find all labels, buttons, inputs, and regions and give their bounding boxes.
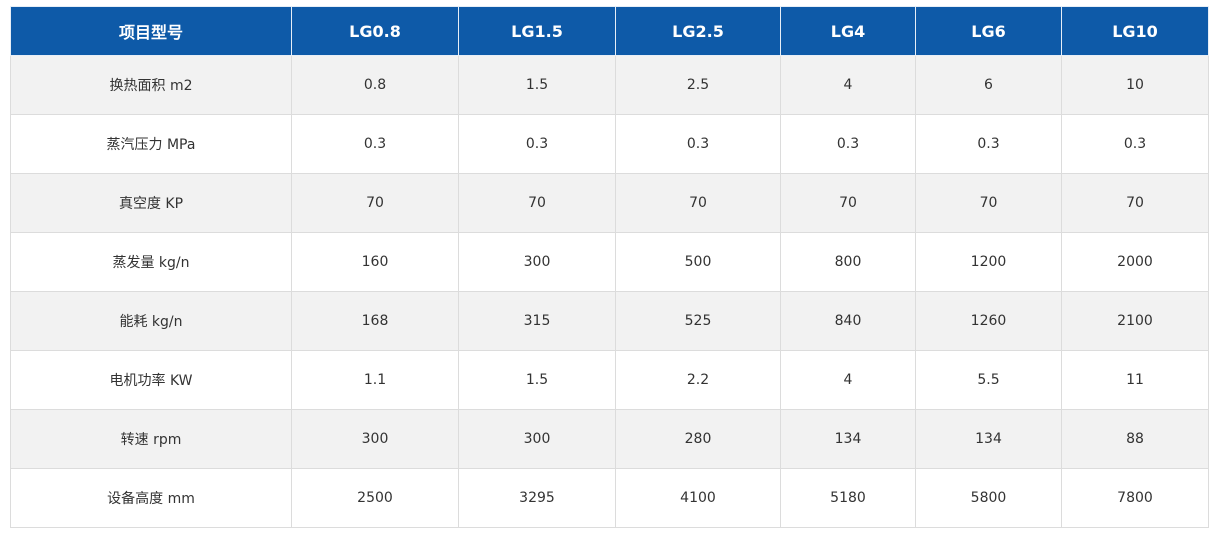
table-cell: 70 [458, 173, 616, 233]
table-cell: 134 [780, 409, 916, 469]
table-cell: 4 [780, 350, 916, 410]
table-cell: 1.5 [458, 350, 616, 410]
table-cell: 5180 [780, 468, 916, 528]
row-label: 蒸汽压力 MPa [10, 114, 292, 174]
table-row: 蒸汽压力 MPa 0.3 0.3 0.3 0.3 0.3 0.3 [10, 114, 1209, 174]
header-cell: LG0.8 [291, 6, 459, 56]
table-cell: 5.5 [915, 350, 1062, 410]
header-cell: LG10 [1061, 6, 1209, 56]
table-cell: 2.5 [615, 55, 781, 115]
row-label: 能耗 kg/n [10, 291, 292, 351]
table-cell: 280 [615, 409, 781, 469]
table-cell: 0.8 [291, 55, 459, 115]
header-row: 项目型号 LG0.8 LG1.5 LG2.5 LG4 LG6 LG10 [10, 6, 1209, 56]
table-cell: 70 [291, 173, 459, 233]
table-cell: 11 [1061, 350, 1209, 410]
table-row: 能耗 kg/n 168 315 525 840 1260 2100 [10, 291, 1209, 351]
table-row: 电机功率 KW 1.1 1.5 2.2 4 5.5 11 [10, 350, 1209, 410]
table-cell: 70 [780, 173, 916, 233]
spec-table: 项目型号 LG0.8 LG1.5 LG2.5 LG4 LG6 LG10 换热面积 m2 0.8… [10, 6, 1209, 528]
row-label: 转速 rpm [10, 409, 292, 469]
table-cell: 0.3 [291, 114, 459, 174]
table-cell: 70 [915, 173, 1062, 233]
spec-table-container: 项目型号 LG0.8 LG1.5 LG2.5 LG4 LG6 LG10 换热面积 m2 0.8… [10, 6, 1209, 528]
row-label: 蒸发量 kg/n [10, 232, 292, 292]
table-cell: 300 [458, 409, 616, 469]
header-cell: LG1.5 [458, 6, 616, 56]
table-cell: 10 [1061, 55, 1209, 115]
row-label: 换热面积 m2 [10, 55, 292, 115]
table-row: 转速 rpm 300 300 280 134 134 88 [10, 409, 1209, 469]
table-cell: 1.5 [458, 55, 616, 115]
table-cell: 168 [291, 291, 459, 351]
table-cell: 5800 [915, 468, 1062, 528]
table-row: 换热面积 m2 0.8 1.5 2.5 4 6 10 [10, 55, 1209, 115]
table-cell: 134 [915, 409, 1062, 469]
table-cell: 2100 [1061, 291, 1209, 351]
table-cell: 300 [291, 409, 459, 469]
table-row: 真空度 KP 70 70 70 70 70 70 [10, 173, 1209, 233]
table-cell: 0.3 [915, 114, 1062, 174]
table-cell: 2500 [291, 468, 459, 528]
table-body: 换热面积 m2 0.8 1.5 2.5 4 6 10 蒸汽压力 MPa 0.3 0.3 0.3 0.3… [10, 55, 1209, 528]
table-cell: 7800 [1061, 468, 1209, 528]
table-cell: 2000 [1061, 232, 1209, 292]
table-cell: 1200 [915, 232, 1062, 292]
table-cell: 2.2 [615, 350, 781, 410]
header-cell: LG4 [780, 6, 916, 56]
table-row: 设备高度 mm 2500 3295 4100 5180 5800 7800 [10, 468, 1209, 528]
table-cell: 4 [780, 55, 916, 115]
header-cell: 项目型号 [10, 6, 292, 56]
table-cell: 70 [615, 173, 781, 233]
table-cell: 1260 [915, 291, 1062, 351]
header-cell: LG6 [915, 6, 1062, 56]
row-label: 真空度 KP [10, 173, 292, 233]
table-cell: 0.3 [615, 114, 781, 174]
table-cell: 160 [291, 232, 459, 292]
row-label: 电机功率 KW [10, 350, 292, 410]
table-cell: 315 [458, 291, 616, 351]
table-cell: 840 [780, 291, 916, 351]
table-cell: 4100 [615, 468, 781, 528]
table-cell: 0.3 [780, 114, 916, 174]
table-cell: 88 [1061, 409, 1209, 469]
table-cell: 500 [615, 232, 781, 292]
table-row: 蒸发量 kg/n 160 300 500 800 1200 2000 [10, 232, 1209, 292]
table-cell: 0.3 [458, 114, 616, 174]
row-label: 设备高度 mm [10, 468, 292, 528]
table-cell: 3295 [458, 468, 616, 528]
table-cell: 70 [1061, 173, 1209, 233]
table-cell: 0.3 [1061, 114, 1209, 174]
table-cell: 6 [915, 55, 1062, 115]
table-cell: 1.1 [291, 350, 459, 410]
header-cell: LG2.5 [615, 6, 781, 56]
table-cell: 525 [615, 291, 781, 351]
table-cell: 300 [458, 232, 616, 292]
table-cell: 800 [780, 232, 916, 292]
